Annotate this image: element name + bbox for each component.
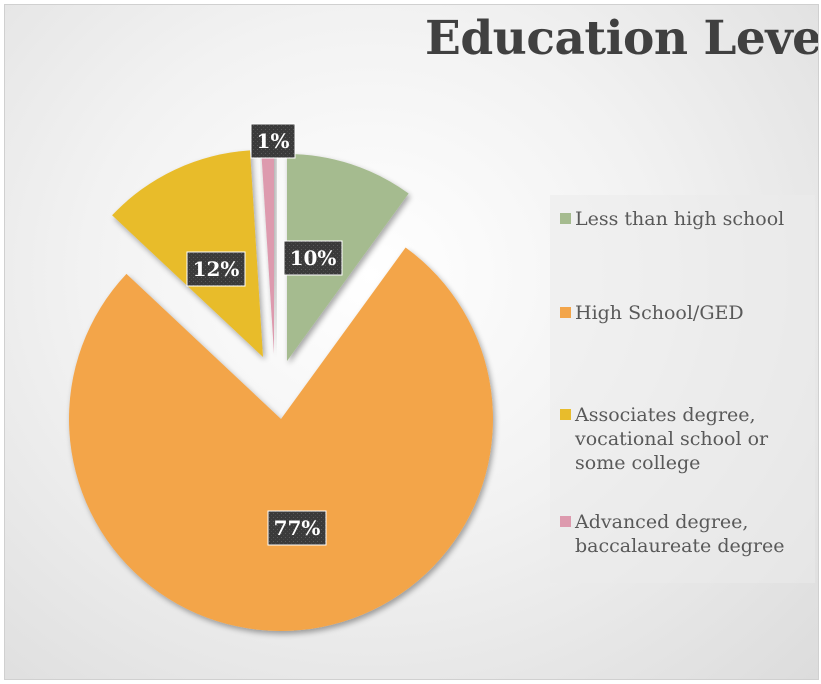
legend-item-associates-degree: Associates degree, vocational school or … — [560, 403, 815, 475]
legend-label: Less than high school — [575, 208, 785, 230]
legend-item-less-than-high-school: Less than high school — [560, 207, 815, 231]
data-label-advanced-degree: 1% — [250, 123, 296, 159]
data-label-text: 1% — [257, 129, 290, 153]
pie-slice-high-school-ged — [69, 247, 494, 632]
data-label-high-school-ged: 77% — [267, 510, 327, 546]
pie-slice-advanced-degree — [260, 144, 274, 354]
legend: Less than high school High School/GED Asso… — [550, 195, 815, 583]
data-label-box — [186, 251, 246, 287]
legend-label: Advanced degree, baccalaureate degree — [575, 511, 785, 557]
data-label-box — [250, 123, 296, 159]
chart-title: Education Level — [425, 11, 819, 66]
data-label-box — [267, 510, 327, 546]
legend-item-high-school-ged: High School/GED — [560, 301, 815, 325]
legend-item-advanced-degree: Advanced degree, baccalaureate degree — [560, 510, 815, 558]
legend-swatch — [560, 516, 571, 527]
data-label-associates-degree: 12% — [186, 251, 246, 287]
legend-label: Associates degree, vocational school or … — [575, 404, 769, 474]
pie-chart: 10% 77% 12% 1% — [69, 123, 494, 632]
data-label-text: 10% — [290, 246, 337, 270]
data-label-less-than-high-school: 10% — [283, 240, 343, 276]
legend-swatch — [560, 213, 571, 224]
data-label-box — [283, 240, 343, 276]
data-label-text: 77% — [274, 516, 321, 540]
data-label-text: 12% — [193, 257, 240, 281]
pie-slice-less-than-high-school — [287, 154, 409, 361]
legend-swatch — [560, 409, 571, 420]
legend-label: High School/GED — [575, 302, 744, 324]
legend-swatch — [560, 307, 571, 318]
chart-area: Education Level 10% 77% 12% 1% Less than hi… — [4, 4, 819, 680]
